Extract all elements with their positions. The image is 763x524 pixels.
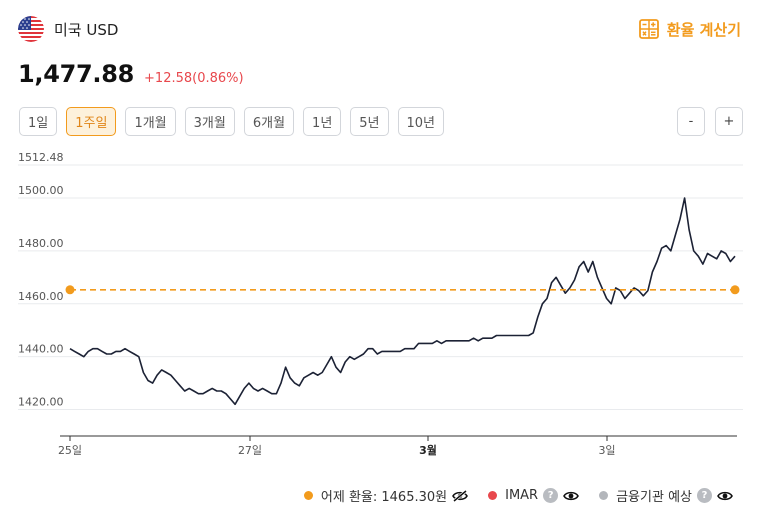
zoom-controls: - + bbox=[677, 107, 743, 136]
calculator-label: 환율 계산기 bbox=[666, 20, 741, 39]
y-tick-label: 1440.00 bbox=[18, 343, 64, 356]
y-tick-label: 1460.00 bbox=[18, 290, 64, 303]
range-1m-button[interactable]: 1개월 bbox=[125, 107, 176, 136]
legend-label-imar: IMAR bbox=[505, 488, 539, 503]
range-6m-button[interactable]: 6개월 bbox=[243, 107, 295, 136]
x-tick-label: 25일 bbox=[58, 443, 82, 457]
range-1w-button[interactable]: 1주일 bbox=[66, 107, 117, 136]
range-10y-button[interactable]: 10년 bbox=[397, 107, 445, 136]
eye-off-icon[interactable] bbox=[452, 489, 469, 502]
legend-dot-forecast bbox=[599, 491, 609, 500]
x-tick-label: 3월 bbox=[419, 443, 437, 457]
y-tick-label: 1420.00 bbox=[18, 396, 64, 409]
legend-dot-yesterday bbox=[303, 491, 313, 500]
legend-institution-forecast: 금융기관 예상 ? bbox=[599, 486, 733, 505]
range-selector: 1일 1주일 1개월 3개월 6개월 1년 5년 10년 bbox=[19, 107, 445, 136]
help-icon[interactable]: ? bbox=[697, 488, 712, 503]
legend-dot-imar bbox=[488, 491, 498, 500]
range-3m-button[interactable]: 3개월 bbox=[184, 107, 235, 136]
rate-change: +12.58(0.86%) bbox=[144, 71, 244, 86]
legend-yesterday-rate: 어제 환율: 1465.30원 bbox=[303, 486, 469, 505]
currency-label: 미국 USD bbox=[54, 20, 119, 39]
eye-icon[interactable] bbox=[563, 490, 580, 502]
x-tick-label: 3일 bbox=[598, 443, 615, 457]
reference-start-point bbox=[65, 285, 75, 295]
y-tick-label: 1480.00 bbox=[18, 237, 64, 250]
legend-label-forecast: 금융기관 예상 bbox=[616, 490, 692, 505]
y-tick-label: 1512.48 bbox=[18, 151, 64, 164]
us-flag-icon bbox=[18, 16, 44, 42]
exchange-rate-chart[interactable]: 1512.48 1500.00 1480.00 1460.00 1440.00 1420.… bbox=[0, 148, 763, 468]
zoom-out-button[interactable]: - bbox=[677, 107, 705, 136]
reference-end-point bbox=[730, 285, 740, 295]
x-tick-label: 27일 bbox=[238, 443, 262, 457]
rate-line bbox=[69, 197, 736, 406]
rate-summary: 1,477.88 +12.58(0.86%) bbox=[18, 60, 244, 88]
range-1d-button[interactable]: 1일 bbox=[19, 107, 58, 136]
chart-legend: 어제 환율: 1465.30원 IMAR ? 금융기관 예상 ? bbox=[303, 486, 733, 505]
help-icon[interactable]: ? bbox=[543, 488, 559, 503]
range-5y-button[interactable]: 5년 bbox=[350, 107, 389, 136]
calculator-icon bbox=[638, 19, 659, 39]
exchange-calculator-button[interactable]: 환율 계산기 bbox=[638, 19, 741, 40]
y-tick-label: 1500.00 bbox=[18, 184, 64, 197]
currency-selector[interactable]: 미국 USD bbox=[18, 16, 118, 42]
legend-imar: IMAR ? bbox=[488, 488, 580, 503]
header: 미국 USD 환율 계산기 bbox=[18, 14, 741, 44]
legend-label-yesterday: 어제 환율: 1465.30원 bbox=[320, 490, 448, 505]
current-rate: 1,477.88 bbox=[18, 60, 135, 88]
eye-icon[interactable] bbox=[717, 490, 733, 502]
range-1y-button[interactable]: 1년 bbox=[303, 107, 342, 136]
zoom-in-button[interactable]: + bbox=[715, 107, 743, 136]
